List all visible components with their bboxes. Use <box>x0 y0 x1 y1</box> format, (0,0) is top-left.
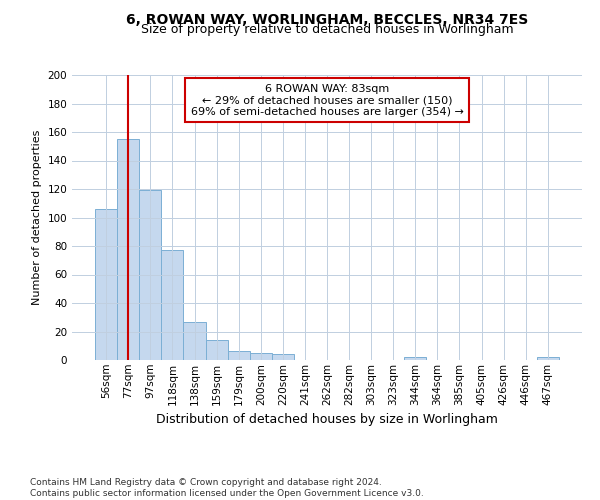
Bar <box>404 357 427 360</box>
Bar <box>206 340 227 360</box>
Bar <box>117 139 139 360</box>
Text: 6 ROWAN WAY: 83sqm
← 29% of detached houses are smaller (150)
69% of semi-detach: 6 ROWAN WAY: 83sqm ← 29% of detached hou… <box>191 84 463 116</box>
Bar <box>250 353 272 360</box>
X-axis label: Distribution of detached houses by size in Worlingham: Distribution of detached houses by size … <box>156 413 498 426</box>
Text: Size of property relative to detached houses in Worlingham: Size of property relative to detached ho… <box>140 22 514 36</box>
Text: Contains HM Land Registry data © Crown copyright and database right 2024.
Contai: Contains HM Land Registry data © Crown c… <box>30 478 424 498</box>
Bar <box>95 209 117 360</box>
Bar <box>227 352 250 360</box>
Y-axis label: Number of detached properties: Number of detached properties <box>32 130 42 305</box>
Bar <box>272 354 294 360</box>
Bar <box>139 190 161 360</box>
Bar <box>161 250 184 360</box>
Bar <box>537 357 559 360</box>
Bar <box>184 322 206 360</box>
Text: 6, ROWAN WAY, WORLINGHAM, BECCLES, NR34 7ES: 6, ROWAN WAY, WORLINGHAM, BECCLES, NR34 … <box>126 12 528 26</box>
